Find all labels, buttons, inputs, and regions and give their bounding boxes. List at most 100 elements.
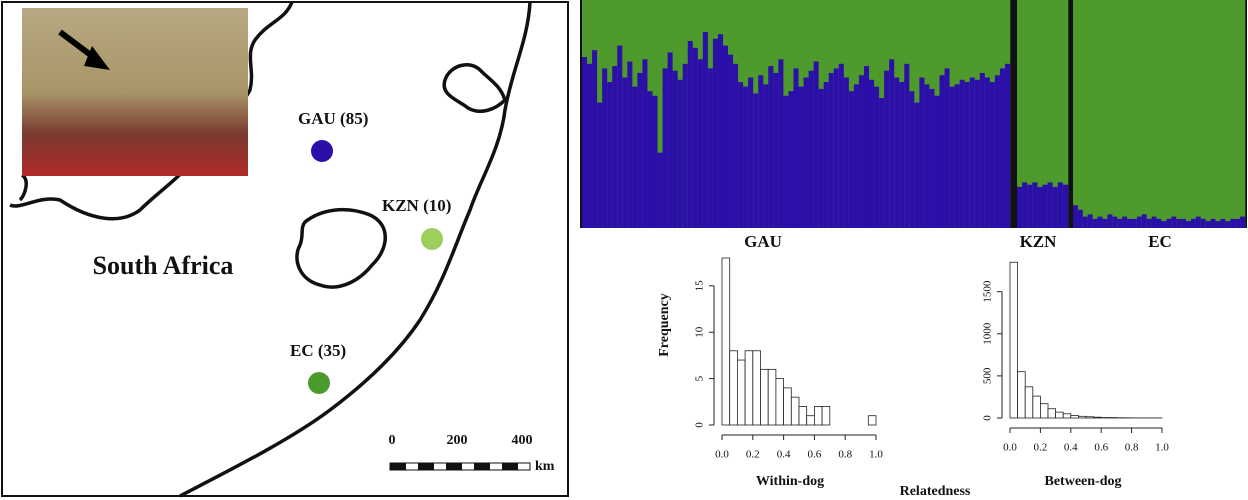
cluster-1-bar <box>799 87 804 228</box>
cluster-1-bar <box>778 59 783 228</box>
cluster-1-bar <box>839 64 844 228</box>
cluster-1-bar <box>1211 219 1216 228</box>
cluster-1-bar <box>884 71 889 228</box>
hist-bar <box>737 360 745 425</box>
cluster-1-bar <box>1220 219 1225 228</box>
cluster-1-bar <box>970 78 975 228</box>
cluster-1-bar <box>683 64 688 228</box>
site-label: EC (35) <box>290 341 346 360</box>
cluster-1-bar <box>934 96 939 228</box>
cluster-2-bar <box>1112 0 1117 228</box>
cluster-1-bar <box>632 87 637 228</box>
cluster-1-bar <box>703 32 708 228</box>
cluster-1-bar <box>879 98 884 228</box>
cluster-1-bar <box>829 73 834 228</box>
cluster-1-bar <box>1053 187 1058 228</box>
cluster-1-bar <box>768 66 773 228</box>
hist-bar <box>807 416 815 425</box>
cluster-1-bar <box>1088 214 1093 228</box>
cluster-1-bar <box>758 75 763 228</box>
cluster-2-bar <box>1161 0 1166 228</box>
cluster-1-bar <box>1147 219 1152 228</box>
cluster-1-bar <box>617 46 622 228</box>
cluster-1-bar <box>1017 187 1022 228</box>
cluster-1-bar <box>1112 217 1117 228</box>
site-marker <box>311 140 333 162</box>
cluster-1-bar <box>1022 182 1027 228</box>
cluster-1-bar <box>753 93 758 228</box>
cluster-1-bar <box>864 66 869 228</box>
cluster-2-bar <box>1088 0 1093 228</box>
hist-bar <box>1094 417 1102 418</box>
cluster-1-bar <box>1058 182 1063 228</box>
hist-bar <box>1071 415 1079 418</box>
x-tick-label: 0.4 <box>1064 442 1078 454</box>
cluster-1-bar <box>955 84 960 228</box>
group-label: EC <box>1148 232 1172 251</box>
y-tick-label: 0 <box>982 415 994 421</box>
cluster-2-bar <box>1078 0 1083 228</box>
hist-bar <box>730 351 738 425</box>
x-tick-label: 0.0 <box>715 449 729 461</box>
cluster-1-bar <box>748 78 753 228</box>
cluster-1-bar <box>763 84 768 228</box>
cluster-1-bar <box>1171 217 1176 228</box>
hist-bar <box>768 369 776 425</box>
cluster-1-bar <box>658 153 663 228</box>
cluster-2-bar <box>1157 0 1162 228</box>
cluster-1-bar <box>668 52 673 228</box>
group-label: GAU <box>744 232 782 251</box>
y-tick-label: 0 <box>694 422 706 428</box>
cluster-1-bar <box>844 78 849 228</box>
cluster-2-bar <box>1102 0 1107 228</box>
y-tick-label: 500 <box>982 367 994 384</box>
cluster-1-bar <box>849 91 854 228</box>
y-tick-label: 1000 <box>982 322 994 345</box>
cluster-1-bar <box>1098 217 1103 228</box>
x-tick-label: 0.6 <box>1094 442 1108 454</box>
hist-bar <box>784 388 792 425</box>
cluster-1-bar <box>693 48 698 228</box>
cluster-1-bar <box>824 82 829 228</box>
cluster-1-bar <box>1206 221 1211 228</box>
scale-bar-segment <box>502 463 518 470</box>
cluster-1-bar <box>743 87 748 228</box>
site-label: GAU (85) <box>298 109 368 128</box>
cluster-2-bar <box>1220 0 1225 228</box>
cluster-2-bar <box>1181 0 1186 228</box>
cluster-1-bar <box>1083 217 1088 228</box>
hist-bar <box>1018 372 1026 418</box>
hist-bar <box>1025 387 1033 418</box>
hist-bar <box>1063 414 1071 418</box>
cluster-1-bar <box>899 82 904 228</box>
cluster-2-bar <box>1230 0 1235 228</box>
cluster-1-bar <box>1107 214 1112 228</box>
x-tick-label: 0.4 <box>777 449 791 461</box>
cluster-1-bar <box>975 80 980 228</box>
hist-bar <box>722 258 730 425</box>
cluster-1-bar <box>819 89 824 228</box>
y-tick-label: 1500 <box>982 280 994 303</box>
cluster-1-bar <box>733 64 738 228</box>
cluster-1-bar <box>929 89 934 228</box>
cluster-2-bar <box>1073 0 1078 228</box>
cluster-1-bar <box>1157 219 1162 228</box>
cluster-1-bar <box>1186 221 1191 228</box>
cluster-1-bar <box>602 68 607 228</box>
cluster-2-bar <box>1093 0 1098 228</box>
hist-bar <box>791 397 799 425</box>
scale-tick-label: 0 <box>389 433 396 448</box>
hist-bar <box>799 406 807 425</box>
scale-bar-segment <box>418 463 434 470</box>
map-title: South Africa <box>93 251 234 280</box>
cluster-1-bar <box>688 41 693 228</box>
cluster-1-bar <box>1152 217 1157 228</box>
photo-inset <box>22 8 248 176</box>
y-tick-label: 10 <box>694 326 706 338</box>
cluster-1-bar <box>597 103 602 228</box>
cluster-2-bar <box>1196 0 1201 228</box>
x-tick-label: 0.6 <box>808 449 822 461</box>
cluster-2-bar <box>1186 0 1191 228</box>
cluster-1-bar <box>1005 64 1010 228</box>
